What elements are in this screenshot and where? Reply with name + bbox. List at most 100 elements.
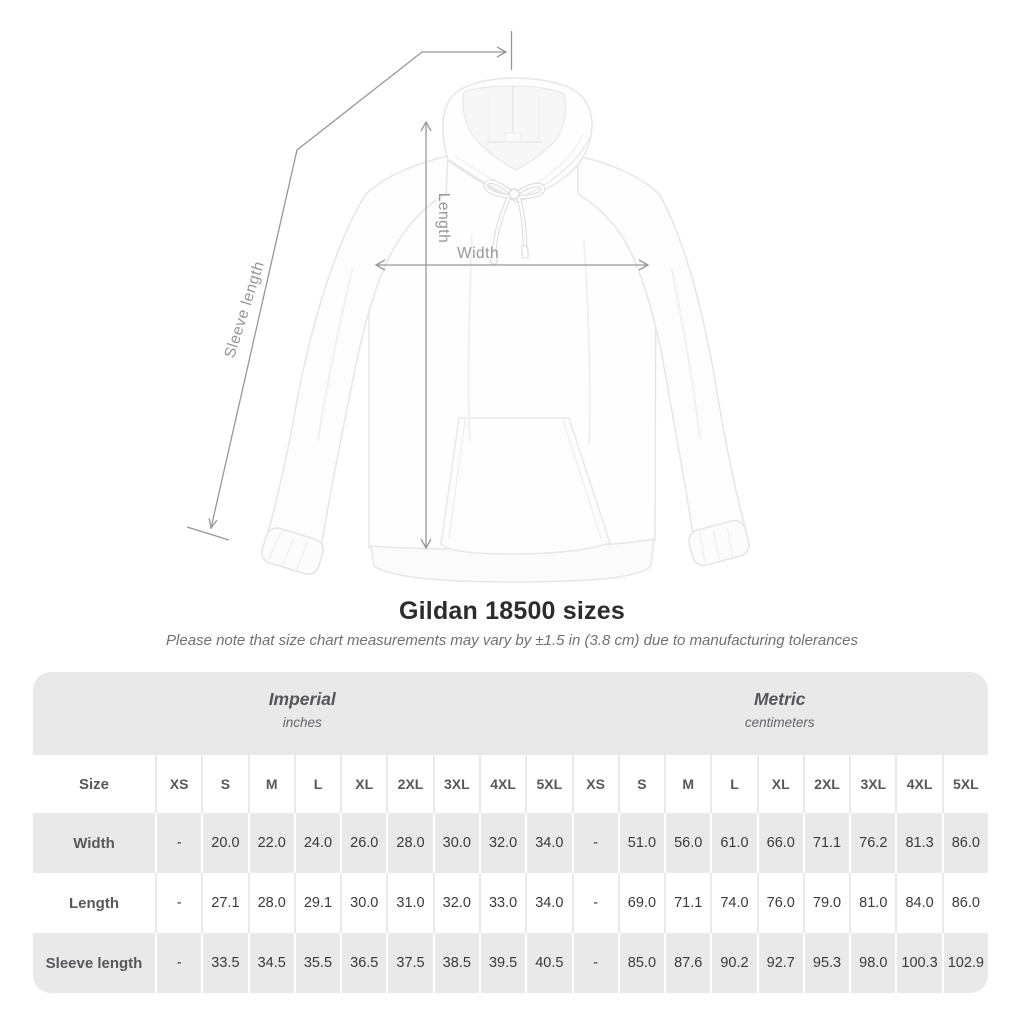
value-cell: - <box>571 933 618 993</box>
size-header-cell: 5XL <box>941 755 988 813</box>
value-cell: 102.9 <box>941 933 988 993</box>
page-title: Gildan 18500 sizes <box>399 597 625 625</box>
hood-back-seams <box>488 95 540 141</box>
value-cell: 32.0 <box>478 813 526 873</box>
value-cell: 100.3 <box>895 933 942 993</box>
size-header-cell: M <box>664 755 711 813</box>
measurement-arrows <box>186 31 650 550</box>
value-cell: 51.0 <box>617 813 665 873</box>
width-arrow <box>374 259 650 271</box>
sleeve-length-arrowheads <box>208 46 508 530</box>
size-header-cell: 4XL <box>478 755 526 813</box>
pocket-stitching <box>448 419 602 539</box>
size-header-cell: 2XL <box>802 755 850 813</box>
drawstrings <box>483 179 546 265</box>
group-header-metric: Metric centimeters <box>571 672 988 755</box>
size-header-cell: S <box>201 755 248 813</box>
value-cell: 31.0 <box>386 873 433 933</box>
size-column-header: Size <box>33 755 155 813</box>
value-cell: 69.0 <box>617 873 665 933</box>
value-cell: 84.0 <box>895 873 942 933</box>
right-cuff <box>688 519 750 567</box>
value-cell: - <box>155 933 202 993</box>
value-cell: 95.3 <box>802 933 850 993</box>
value-cell: 66.0 <box>756 813 803 873</box>
value-cell: 92.7 <box>756 933 803 993</box>
size-header-cell: XS <box>571 755 618 813</box>
value-cell: 22.0 <box>247 813 294 873</box>
value-cell: 74.0 <box>710 873 757 933</box>
value-cell: 98.0 <box>849 933 896 993</box>
value-cell: 86.0 <box>941 813 988 873</box>
size-header-cell: S <box>617 755 665 813</box>
width-label: Width <box>457 245 499 262</box>
group-unit: centimeters <box>744 715 815 730</box>
value-cell: 71.1 <box>664 873 711 933</box>
value-cell: 87.6 <box>664 933 711 993</box>
value-cell: - <box>155 873 202 933</box>
value-cell: 30.0 <box>432 813 479 873</box>
size-header-cell: 3XL <box>432 755 479 813</box>
hoodie-illustration: Width Length Sleeve length <box>186 31 750 583</box>
value-cell: 38.5 <box>432 933 479 993</box>
size-header-cell: M <box>247 755 294 813</box>
size-header-cell: 2XL <box>386 755 433 813</box>
value-cell: 56.0 <box>664 813 711 873</box>
left-cuff <box>260 527 324 575</box>
size-header-cell: L <box>293 755 341 813</box>
hoodie-pocket <box>440 417 611 555</box>
value-cell: 27.1 <box>201 873 248 933</box>
fabric-folds <box>317 234 701 446</box>
neck-tag <box>504 132 522 143</box>
value-cell: 26.0 <box>340 813 387 873</box>
value-cell: 81.0 <box>849 873 896 933</box>
page-subtitle: Please note that size chart measurements… <box>166 632 858 649</box>
size-header-cell: 5XL <box>525 755 572 813</box>
value-cell: 32.0 <box>432 873 479 933</box>
value-cell: 86.0 <box>941 873 988 933</box>
value-cell: 37.5 <box>386 933 433 993</box>
value-cell: 29.1 <box>293 873 341 933</box>
value-cell: 85.0 <box>617 933 665 993</box>
length-arrow <box>420 120 432 550</box>
value-cell: 33.5 <box>201 933 248 993</box>
value-cell: 24.0 <box>293 813 341 873</box>
value-cell: 81.3 <box>895 813 942 873</box>
size-header-cell: L <box>710 755 757 813</box>
group-name: Imperial <box>268 689 336 709</box>
length-label: Length <box>435 193 452 243</box>
size-header-cell: XS <box>155 755 202 813</box>
value-cell: 33.0 <box>478 873 526 933</box>
sleeve-length-arrow <box>210 51 506 529</box>
value-cell: 76.0 <box>756 873 803 933</box>
value-cell: 34.0 <box>525 873 572 933</box>
value-cell: 28.0 <box>386 813 433 873</box>
value-cell: 79.0 <box>802 873 850 933</box>
row-label: Length <box>33 873 155 933</box>
size-header-cell: XL <box>340 755 387 813</box>
group-unit: inches <box>282 715 322 730</box>
size-header-cell: 4XL <box>895 755 942 813</box>
row-label: Width <box>33 813 155 873</box>
value-cell: 39.5 <box>478 933 526 993</box>
hoodie-drawing <box>260 77 750 583</box>
value-cell: 61.0 <box>710 813 757 873</box>
group-name: Metric <box>753 689 806 709</box>
sleeve-length-ticks <box>186 31 513 541</box>
value-cell: 90.2 <box>710 933 757 993</box>
value-cell: 30.0 <box>340 873 387 933</box>
size-table: Imperial inches Metric centimeters Size XS S M L… <box>33 672 988 993</box>
value-cell: - <box>155 813 202 873</box>
size-header-cell: XL <box>756 755 803 813</box>
value-cell: 35.5 <box>293 933 341 993</box>
value-cell: - <box>571 813 618 873</box>
value-cell: 36.5 <box>340 933 387 993</box>
value-cell: 34.0 <box>525 813 572 873</box>
row-label: Sleeve length <box>33 933 155 993</box>
value-cell: 34.5 <box>247 933 294 993</box>
value-cell: 71.1 <box>802 813 850 873</box>
value-cell: 76.2 <box>849 813 896 873</box>
value-cell: 20.0 <box>201 813 248 873</box>
value-cell: - <box>571 873 618 933</box>
